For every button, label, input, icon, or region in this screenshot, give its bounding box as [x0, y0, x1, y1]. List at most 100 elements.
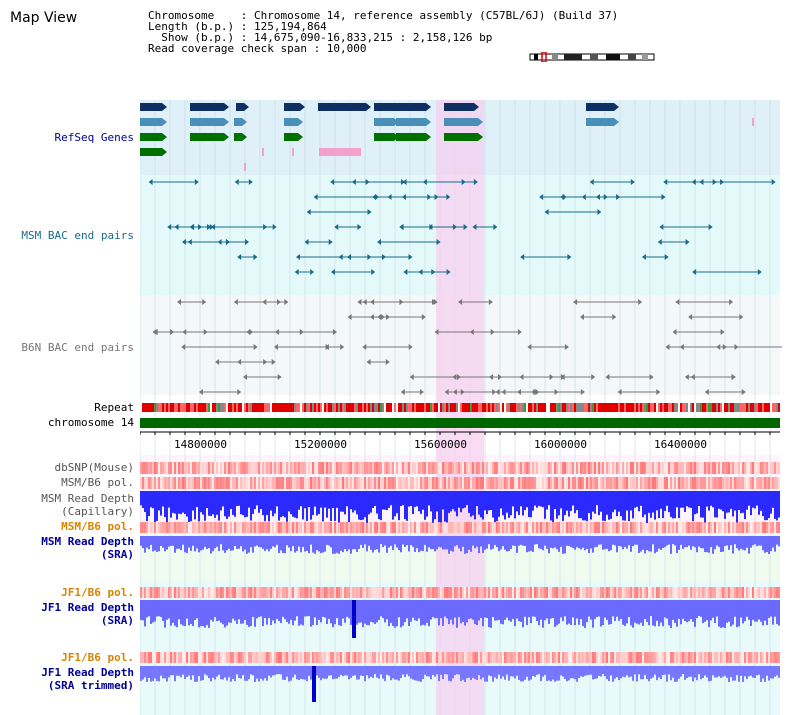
heatmap-cell	[394, 587, 396, 598]
heatmap-cell	[734, 522, 736, 533]
msm-bac-track[interactable]	[148, 179, 776, 275]
heatmap-cell	[160, 462, 162, 474]
heatmap-cell	[682, 587, 684, 598]
repeat-segment	[330, 403, 332, 412]
read-depth-tracks[interactable]	[140, 491, 780, 702]
repeat-track[interactable]	[140, 403, 780, 412]
heatmap-cell	[664, 462, 666, 474]
repeat-segment	[568, 403, 570, 412]
heatmap-cell	[310, 462, 312, 474]
heatmap-cell	[234, 587, 236, 598]
read-depth-bar	[528, 600, 530, 618]
repeat-segment	[168, 403, 170, 412]
heatmap-cell	[566, 522, 568, 533]
read-depth-bar	[672, 491, 674, 519]
heatmap-cell	[650, 522, 652, 533]
heatmap-cell	[266, 462, 268, 474]
read-depth-bar	[690, 536, 692, 550]
heatmap-cell	[210, 462, 212, 474]
repeat-segment	[146, 403, 148, 412]
heatmap-cell	[742, 462, 744, 474]
read-depth-bar	[754, 536, 756, 545]
read-depth-bar	[706, 491, 708, 507]
b6n-bac-pair-end	[656, 389, 661, 395]
heatmap-cell	[440, 652, 442, 663]
repeat-segment	[214, 403, 216, 412]
heatmap-tracks[interactable]	[140, 462, 780, 663]
heatmap-cell	[570, 652, 572, 663]
chromosome-ideogram[interactable]	[528, 52, 656, 62]
heatmap-cell	[594, 522, 596, 533]
read-depth-bar	[264, 536, 266, 551]
heatmap-cell	[392, 462, 394, 474]
heatmap-cell	[428, 522, 430, 533]
b6n-bac-pair-end	[408, 344, 413, 350]
chromosome-bar[interactable]	[140, 418, 780, 428]
read-depth-bar	[524, 491, 526, 511]
heatmap-cell	[618, 587, 620, 598]
read-depth-bar	[198, 491, 200, 522]
read-depth-bar	[346, 666, 348, 676]
read-depth-bar	[354, 536, 356, 550]
heatmap-cell	[402, 522, 404, 533]
heatmap-cell	[486, 652, 488, 663]
read-depth-bar	[280, 600, 282, 624]
repeat-segment	[292, 403, 294, 412]
read-depth-bar	[600, 536, 602, 545]
repeat-segment	[602, 403, 604, 412]
refseq-genes-track[interactable]	[140, 103, 754, 171]
repeat-segment	[332, 403, 334, 412]
b6n-bac-track[interactable]	[152, 299, 782, 395]
heatmap-cell	[620, 522, 622, 533]
msm-bac-pair-end	[226, 239, 231, 245]
read-depth-bar	[626, 536, 628, 549]
heatmap-cell	[542, 587, 544, 598]
heatmap-cell	[278, 477, 280, 489]
repeat-segment	[386, 403, 388, 412]
repeat-segment	[368, 403, 370, 412]
heatmap-cell	[726, 652, 728, 663]
heatmap-cell	[190, 652, 192, 663]
genome-track-panel[interactable]	[140, 100, 782, 715]
read-depth-bar	[678, 536, 680, 550]
read-depth-bar	[376, 666, 378, 678]
heatmap-cell	[598, 477, 600, 489]
repeat-segment	[628, 403, 630, 412]
heatmap-cell	[278, 462, 280, 474]
repeat-segment	[218, 403, 220, 412]
read-depth-bar	[420, 600, 422, 626]
heatmap-cell	[236, 652, 238, 663]
read-depth-bar	[276, 666, 278, 675]
read-depth-bar	[426, 491, 428, 517]
read-depth-bar	[464, 536, 466, 554]
heatmap-cell	[250, 462, 252, 474]
read-depth-bar	[370, 491, 372, 513]
heatmap-cell	[378, 462, 380, 474]
heatmap-cell	[340, 587, 342, 598]
heatmap-cell	[338, 587, 340, 598]
heatmap-cell	[436, 652, 438, 663]
heatmap-cell	[160, 652, 162, 663]
read-depth-bar	[230, 491, 232, 509]
heatmap-cell	[448, 522, 450, 533]
repeat-segment	[342, 403, 344, 412]
heatmap-cell	[494, 462, 496, 474]
heatmap-cell	[546, 652, 548, 663]
read-depth-bar	[608, 600, 610, 625]
heatmap-cell	[576, 477, 578, 489]
heatmap-cell	[452, 652, 454, 663]
read-depth-bar	[712, 600, 714, 618]
read-depth-bar	[352, 536, 354, 550]
gene-feature	[374, 103, 398, 111]
read-depth-bar	[702, 536, 704, 549]
repeat-segment	[450, 403, 452, 412]
heatmap-cell	[720, 652, 722, 663]
read-depth-bar	[680, 536, 682, 545]
heatmap-cell	[568, 587, 570, 598]
heatmap-cell	[288, 587, 290, 598]
heatmap-cell	[156, 477, 158, 489]
repeat-segment	[460, 403, 462, 412]
read-depth-bar	[174, 666, 176, 682]
heatmap-cell	[388, 477, 390, 489]
heatmap-cell	[146, 477, 148, 489]
